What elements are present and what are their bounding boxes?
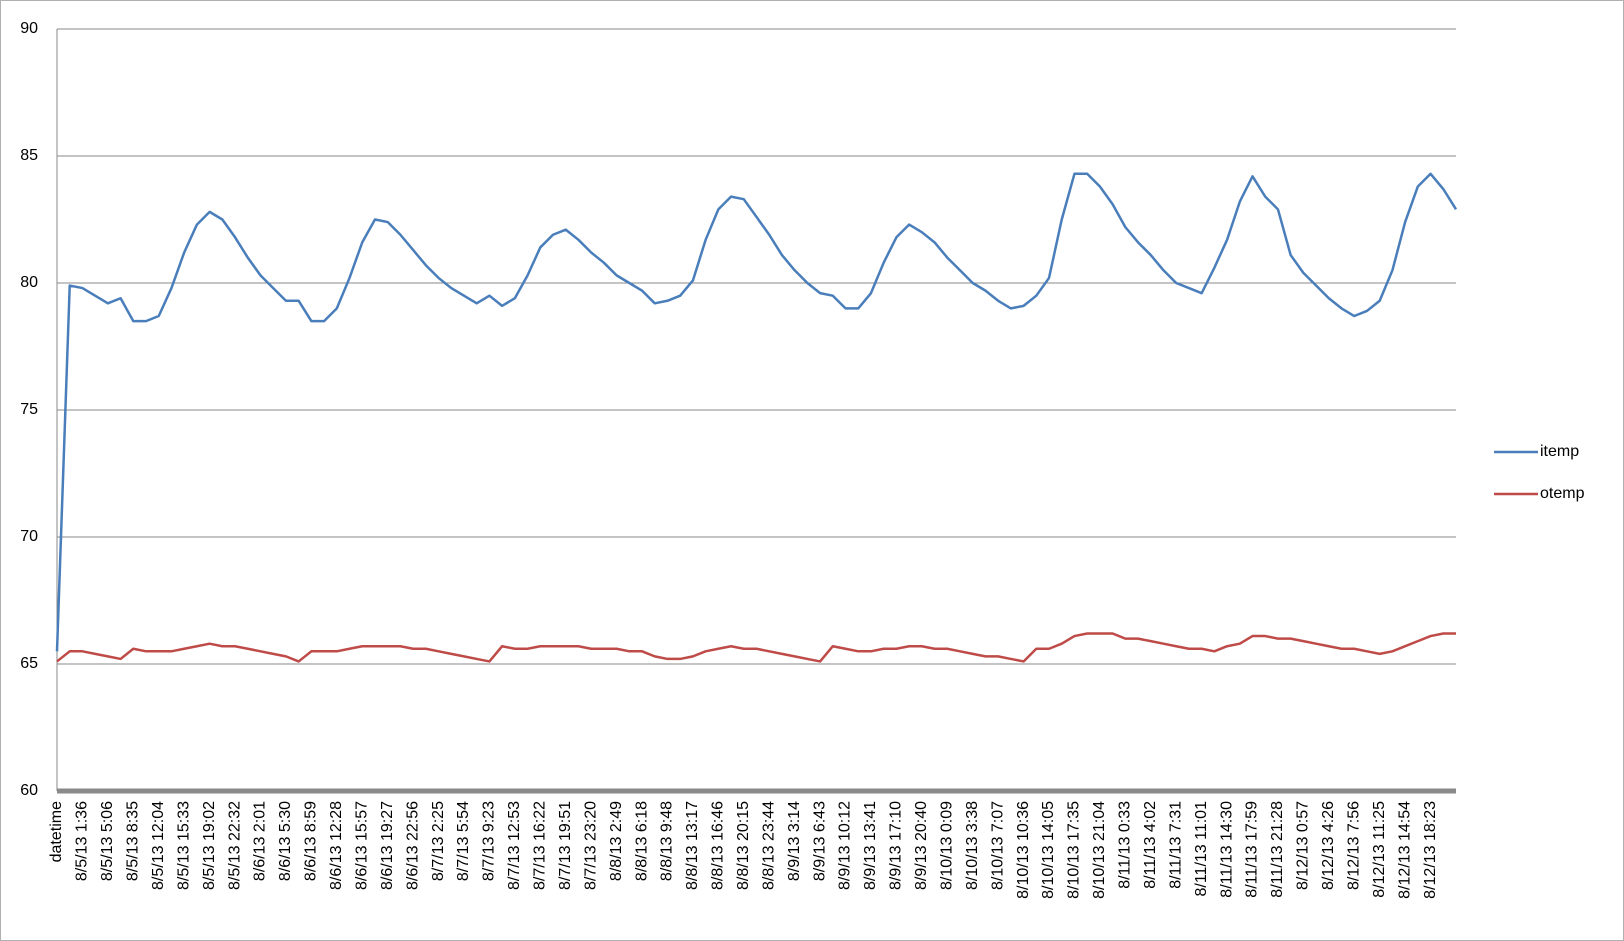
y-tick-label: 60 (20, 782, 38, 799)
x-tick-label: 8/10/13 14:05 (1040, 801, 1057, 899)
x-tick-label: 8/5/13 15:33 (175, 801, 192, 890)
x-tick-label: 8/9/13 3:14 (786, 801, 803, 881)
x-tick-label: 8/12/13 7:56 (1345, 801, 1362, 890)
x-tick-label: 8/8/13 13:17 (684, 801, 701, 890)
x-tick-label: 8/10/13 21:04 (1091, 801, 1108, 899)
y-tick-label: 65 (20, 655, 38, 672)
x-tick-label: 8/5/13 8:35 (125, 801, 142, 881)
x-tick-label: 8/11/13 21:28 (1269, 801, 1286, 898)
x-tick-label: 8/11/13 7:31 (1167, 801, 1184, 889)
x-tick-label: 8/9/13 13:41 (862, 801, 879, 890)
x-tick-label: 8/12/13 18:23 (1422, 801, 1439, 899)
y-tick-label: 85 (20, 147, 38, 164)
x-tick-label: 8/5/13 19:02 (201, 801, 218, 890)
x-tick-label: 8/5/13 5:06 (99, 801, 116, 881)
x-tick-label: 8/5/13 12:04 (150, 801, 167, 890)
y-tick-label: 75 (20, 401, 38, 418)
x-tick-label: 8/7/13 19:51 (557, 801, 574, 890)
x-tick-label: 8/11/13 0:33 (1117, 801, 1134, 889)
legend-label: otemp (1540, 485, 1585, 502)
x-tick-label: 8/10/13 10:36 (1015, 801, 1032, 899)
x-tick-label: 8/8/13 20:15 (735, 801, 752, 890)
x-tick-label: 8/6/13 2:01 (252, 801, 269, 881)
x-tick-label: 8/6/13 12:28 (328, 801, 345, 890)
x-tick-label: 8/12/13 14:54 (1396, 801, 1413, 899)
x-tick-label: 8/9/13 17:10 (888, 801, 905, 890)
x-tick-label: 8/10/13 7:07 (989, 801, 1006, 890)
y-tick-label: 90 (20, 20, 38, 37)
x-tick-label: 8/7/13 16:22 (532, 801, 549, 890)
x-tick-label: 8/11/13 17:59 (1244, 801, 1261, 898)
x-tick-label: 8/8/13 6:18 (633, 801, 650, 881)
x-tick-label: 8/12/13 0:57 (1295, 801, 1312, 890)
x-tick-label: 8/8/13 16:46 (710, 801, 727, 890)
x-tick-label: 8/12/13 4:26 (1320, 801, 1337, 890)
x-tick-label: 8/7/13 23:20 (582, 801, 599, 890)
x-tick-label: 8/7/13 12:53 (506, 801, 523, 890)
x-tick-label: 8/6/13 8:59 (303, 801, 320, 881)
x-tick-label: 8/6/13 5:30 (277, 801, 294, 881)
x-tick-label: 8/7/13 5:54 (455, 801, 472, 881)
y-tick-label: 80 (20, 274, 38, 291)
legend-label: itemp (1540, 443, 1579, 460)
x-tick-label: 8/12/13 11:25 (1371, 801, 1388, 898)
x-tick-label: 8/11/13 11:01 (1193, 801, 1210, 897)
series-line (56, 632, 1456, 663)
x-tick-label: 8/8/13 2:49 (608, 801, 625, 881)
x-tick-label: 8/10/13 17:35 (1066, 801, 1083, 899)
x-tick-label: 8/9/13 10:12 (837, 801, 854, 890)
x-tick-label: 8/6/13 19:27 (379, 801, 396, 890)
x-tick-label: 8/7/13 2:25 (430, 801, 447, 881)
x-tick-label: 8/8/13 9:48 (659, 801, 676, 881)
x-tick-label: 8/8/13 23:44 (760, 801, 777, 890)
x-tick-label: 8/9/13 6:43 (811, 801, 828, 881)
y-tick-label: 70 (20, 528, 38, 545)
x-tick-label: 8/10/13 0:09 (938, 801, 955, 890)
x-tick-label: 8/6/13 15:57 (353, 801, 370, 890)
x-tick-label: datetime (48, 801, 65, 862)
x-tick-label: 8/11/13 4:02 (1142, 801, 1159, 889)
x-tick-label: 8/5/13 22:32 (226, 801, 243, 890)
x-tick-label: 8/5/13 1:36 (74, 801, 91, 881)
x-tick-label: 8/9/13 20:40 (913, 801, 930, 890)
x-tick-label: 8/10/13 3:38 (964, 801, 981, 890)
x-tick-label: 8/11/13 14:30 (1218, 801, 1235, 898)
series-line (55, 172, 1458, 652)
x-tick-label: 8/7/13 9:23 (481, 801, 498, 881)
x-tick-label: 8/6/13 22:56 (404, 801, 421, 890)
